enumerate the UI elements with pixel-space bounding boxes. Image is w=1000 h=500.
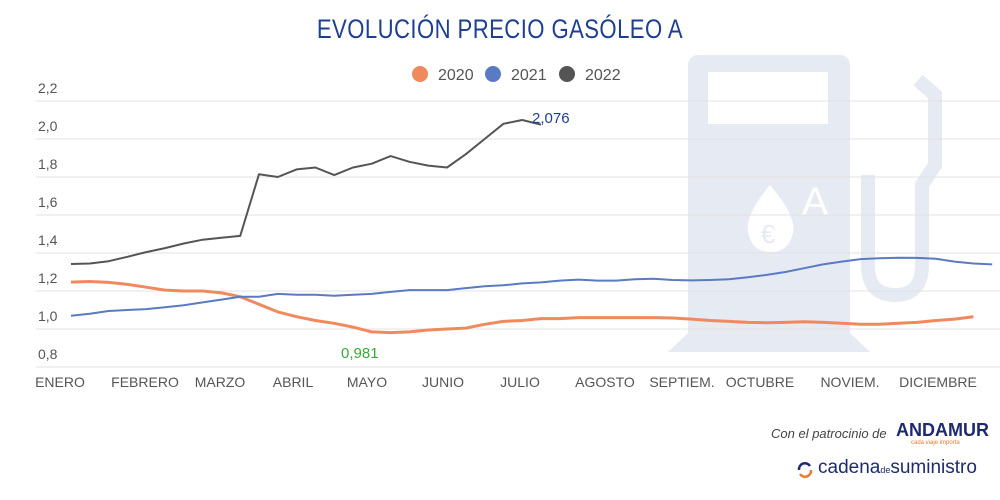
x-tick-label: AGOSTO <box>575 374 635 390</box>
legend-marker-2022 <box>559 66 575 82</box>
x-tick-label: MAYO <box>347 374 387 390</box>
y-tick-label: 1,0 <box>38 308 58 324</box>
fuel-pump-icon: € A <box>668 55 942 352</box>
sponsor-text: Con el patrocinio de <box>771 426 887 441</box>
legend-marker-2020 <box>412 66 428 82</box>
euro-symbol: € <box>761 219 776 249</box>
series-line-2020 <box>70 280 974 335</box>
legend-label-2020: 2020 <box>438 67 474 84</box>
x-tick-label: OCTUBRE <box>726 374 794 390</box>
x-tick-label: FEBRERO <box>111 374 179 390</box>
legend-marker-2021 <box>485 66 501 82</box>
x-tick-label: DICIEMBRE <box>899 374 977 390</box>
y-tick-label: 1,6 <box>38 194 58 210</box>
series-line-2021 <box>70 256 993 317</box>
x-tick-label: NOVIEM. <box>820 374 879 390</box>
x-tick-label: ENERO <box>35 374 85 390</box>
y-tick-label: 0,8 <box>38 346 58 362</box>
legend-label-2022: 2022 <box>585 67 621 84</box>
publisher-c: suministro <box>890 457 977 478</box>
publisher-a: cadena <box>818 457 881 478</box>
x-tick-label: SEPTIEM. <box>649 374 714 390</box>
y-tick-label: 1,4 <box>38 232 58 248</box>
x-tick-label: ABRIL <box>273 374 314 390</box>
x-tick-label: MARZO <box>195 374 246 390</box>
legend-label-2021: 2021 <box>511 67 547 84</box>
letter-a: A <box>802 180 829 224</box>
andamur-tagline: cada viaje importa <box>911 440 960 446</box>
andamur-logo: ANDAMUR <box>896 420 989 440</box>
cadena-logo-icon <box>797 462 813 478</box>
publisher-logo: cadenadesuministro <box>818 457 977 479</box>
y-tick-label: 2,0 <box>38 118 58 134</box>
x-tick-label: JUNIO <box>422 374 464 390</box>
series-line-2022 <box>70 119 542 265</box>
y-tick-label: 1,2 <box>38 270 58 286</box>
data-label: 2,076 <box>532 110 570 127</box>
publisher-b: de <box>880 465 891 475</box>
y-tick-label: 1,8 <box>38 156 58 172</box>
chart-title: EVOLUCIÓN PRECIO GASÓLEO A <box>316 14 684 44</box>
data-label: 0,981 <box>341 345 379 362</box>
x-tick-label: JULIO <box>500 374 540 390</box>
y-tick-label: 2,2 <box>38 80 58 96</box>
